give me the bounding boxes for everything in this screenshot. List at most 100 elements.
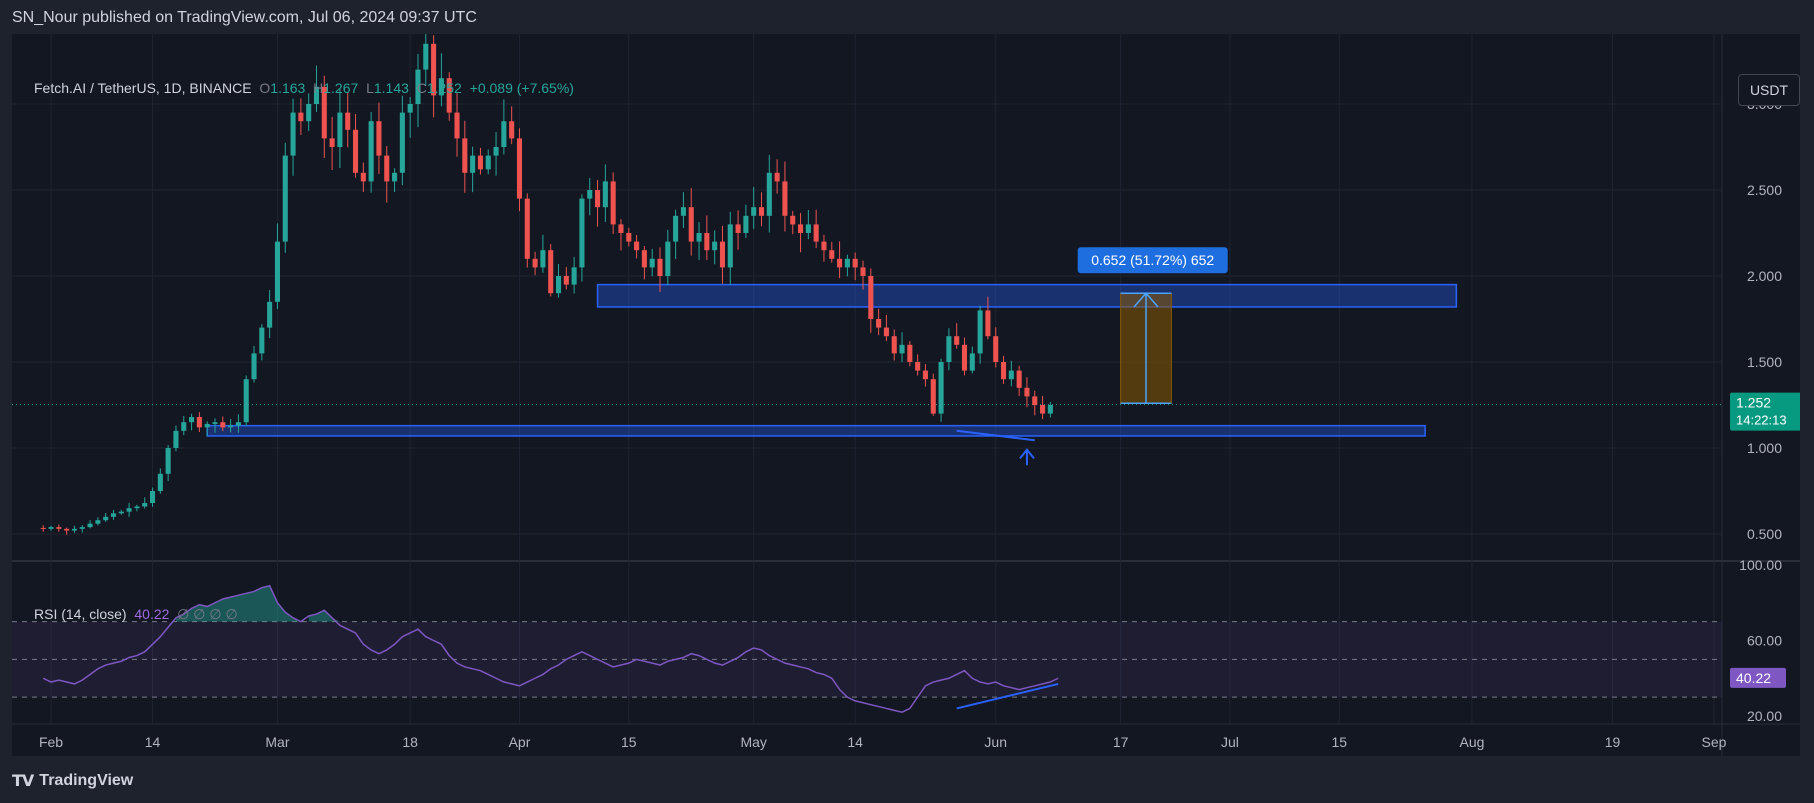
candle-body xyxy=(618,224,624,233)
chart-frame[interactable]: Feb14Mar18Apr15May14Jun17Jul15Aug19Sep3.… xyxy=(12,34,1800,756)
candle-body xyxy=(485,155,491,170)
candle-body xyxy=(454,112,460,139)
candle-body xyxy=(837,258,843,268)
price-tick-label: 1.000 xyxy=(1747,440,1782,456)
low-label: L xyxy=(366,80,374,96)
candle-body xyxy=(407,104,413,113)
candle-body xyxy=(555,276,562,294)
rsi-legend: RSI (14, close) 40.22 ∅ ∅ ∅ ∅ xyxy=(34,606,238,623)
publication-header: SN_Nour published on TradingView.com, Ju… xyxy=(12,9,477,26)
candle-body xyxy=(798,224,804,233)
candle-body xyxy=(595,190,601,208)
candle-body xyxy=(954,336,960,345)
candle-body xyxy=(345,112,351,130)
candle-body xyxy=(1047,405,1053,414)
candle-body xyxy=(985,310,991,337)
candle-body xyxy=(134,506,140,509)
low-value: 1.143 xyxy=(373,80,409,96)
candle-body xyxy=(321,86,327,139)
candle-body xyxy=(946,336,952,362)
candle-body xyxy=(212,422,218,424)
candle-body xyxy=(922,370,928,380)
candle-body xyxy=(399,112,405,173)
candle-body xyxy=(274,241,280,302)
candle-body xyxy=(368,121,374,182)
candle-body xyxy=(758,207,765,216)
rsi-label: RSI (14, close) xyxy=(34,606,127,622)
price-tick-label: 1.500 xyxy=(1747,354,1782,370)
candle-body xyxy=(641,250,647,268)
candle-body xyxy=(165,448,171,474)
candle-body xyxy=(431,43,437,96)
candle-body xyxy=(87,523,93,528)
brand-name: TradingView xyxy=(39,771,134,789)
candle-body xyxy=(493,147,499,156)
change-value: +0.089 (+7.65%) xyxy=(469,80,574,96)
x-tick-label: 19 xyxy=(1605,734,1621,750)
candle-body xyxy=(782,181,788,216)
candle-body xyxy=(1032,396,1038,405)
last-price-label: 1.252 xyxy=(1736,395,1771,411)
price-tick-label: 2.000 xyxy=(1747,268,1782,284)
rsi-extras: ∅ ∅ ∅ ∅ xyxy=(177,606,238,622)
candle-body xyxy=(930,379,936,414)
close-label: C xyxy=(416,80,427,96)
candle-body xyxy=(852,258,858,268)
candle-body xyxy=(423,43,429,70)
rsi-badge-label: 40.22 xyxy=(1736,670,1771,686)
price-tick-label: 2.500 xyxy=(1747,182,1782,198)
candle-body xyxy=(657,258,663,276)
candle-body xyxy=(712,241,718,251)
price-legend: Fetch.AI / TetherUS, 1D, BINANCE O1.163 … xyxy=(34,80,574,96)
candle-body xyxy=(313,86,320,104)
candle-body xyxy=(602,181,608,208)
price-tick-label: 0.500 xyxy=(1747,526,1782,542)
candle-body xyxy=(376,121,382,156)
candle-body xyxy=(579,198,585,268)
candle-body xyxy=(938,362,944,414)
candle-body xyxy=(470,155,476,173)
candle-body xyxy=(415,69,421,104)
rsi-tick-label: 60.00 xyxy=(1747,633,1782,649)
candle-body xyxy=(727,224,733,268)
rsi-value: 40.22 xyxy=(134,606,170,622)
footer-brand[interactable]: TV TradingView xyxy=(12,771,133,790)
currency-button[interactable]: USDT xyxy=(1738,74,1800,106)
measure-label: 0.652 (51.72%) 652 xyxy=(1091,252,1214,268)
candle-body xyxy=(126,508,132,512)
rsi-value-badge xyxy=(1730,667,1786,688)
candle-body xyxy=(829,250,835,259)
candle-body xyxy=(610,181,616,225)
candle-body xyxy=(977,310,983,354)
candle-body xyxy=(883,327,889,337)
candle-body xyxy=(649,258,655,268)
candle-body xyxy=(915,362,921,371)
candle-body xyxy=(259,327,265,354)
candle-body xyxy=(673,215,679,242)
candle-body xyxy=(899,344,905,354)
candle-body xyxy=(1016,370,1022,388)
candle-body xyxy=(524,198,530,259)
candle-body xyxy=(563,276,569,285)
candle-body xyxy=(337,112,343,147)
candle-body xyxy=(696,233,702,242)
candle-body xyxy=(352,129,359,173)
candle-body xyxy=(532,258,538,268)
candle-body xyxy=(79,527,85,529)
candle-body xyxy=(548,250,554,294)
price-divergence-line xyxy=(956,429,1035,442)
candle-body xyxy=(392,172,398,182)
x-tick-label: Sep xyxy=(1702,734,1727,750)
candle-body xyxy=(228,425,234,428)
chart-canvas[interactable]: Feb14Mar18Apr15May14Jun17Jul15Aug19Sep3.… xyxy=(12,34,1800,756)
candle-body xyxy=(235,422,241,426)
candle-body xyxy=(103,516,109,521)
candle-body xyxy=(509,121,515,139)
candle-body xyxy=(634,241,640,251)
candle-body xyxy=(751,207,757,216)
candle-body xyxy=(149,491,156,504)
up-arrow-icon xyxy=(1019,448,1035,466)
open-value: 1.163 xyxy=(270,80,306,96)
x-tick-label: Jun xyxy=(984,734,1007,750)
candle-body xyxy=(142,503,148,507)
